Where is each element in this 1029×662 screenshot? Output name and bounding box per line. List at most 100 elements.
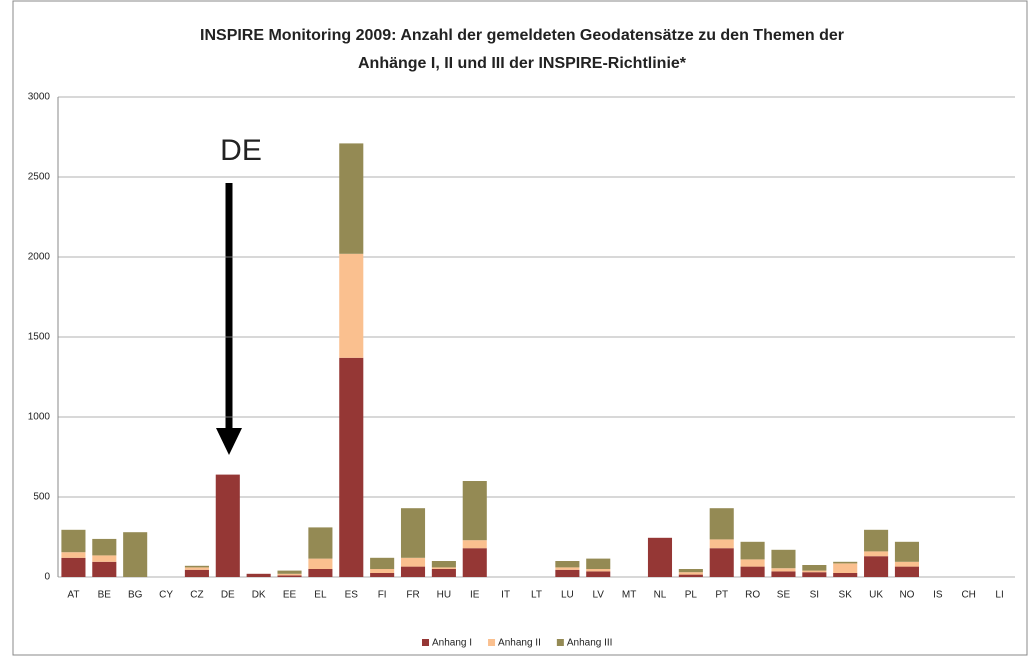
bar-segment (462, 540, 487, 549)
x-tick-label: LT (531, 590, 542, 601)
bar-segment (61, 529, 86, 553)
bar-segment (678, 572, 703, 575)
x-tick-label: CY (159, 590, 173, 601)
x-tick-label: SE (777, 590, 791, 601)
y-tick-label: 2000 (28, 252, 51, 263)
bar-segment (864, 551, 889, 557)
bar-segment (61, 552, 86, 558)
legend-swatch (422, 639, 429, 646)
bar-segment (864, 529, 889, 552)
x-tick-label: NL (654, 590, 667, 601)
bar-segment (771, 571, 796, 577)
bar-segment (709, 508, 734, 540)
bar-segment (462, 548, 487, 577)
bar-segment (400, 508, 426, 558)
bar-segment (740, 566, 765, 577)
bar-segment (586, 571, 611, 577)
bar-segment (339, 253, 364, 358)
bar-segment (184, 567, 209, 570)
bar-segment (864, 556, 889, 577)
x-tick-label: LU (561, 590, 574, 601)
x-tick-label: EL (314, 590, 327, 601)
legend-swatch (488, 639, 496, 646)
x-tick-label: HU (437, 590, 451, 601)
x-tick-label: BE (98, 590, 112, 601)
bar-segment (431, 567, 456, 569)
legend-label: Anhang I (432, 638, 472, 649)
bar-segment (92, 561, 117, 577)
annotation: DE (220, 134, 262, 167)
y-tick-label: 500 (33, 492, 50, 503)
y-tick-label: 1500 (28, 332, 51, 343)
y-tick-label: 1000 (28, 412, 51, 423)
legend-label: Anhang II (498, 638, 541, 649)
bar-segment (92, 538, 117, 556)
bar-segment (555, 569, 580, 577)
bar-segment (647, 537, 673, 577)
bar-segment (771, 549, 796, 569)
chart-border (12, 0, 1028, 656)
bar-segment (246, 573, 271, 577)
chart-title: INSPIRE Monitoring 2009: Anzahl der geme… (200, 27, 844, 44)
x-tick-label: PL (685, 590, 698, 601)
bar-segment (370, 573, 395, 577)
bar-segment (308, 569, 333, 577)
bar-segment (339, 357, 364, 577)
x-tick-label: NO (899, 590, 914, 601)
y-tick-label: 0 (44, 572, 50, 583)
bar-segment (802, 570, 827, 573)
bar-segment (802, 572, 827, 577)
x-tick-label: LI (995, 590, 1003, 601)
bar-segment (462, 481, 487, 541)
bar-segment (709, 548, 734, 577)
bar-segment (92, 555, 117, 562)
bar-segment (894, 541, 919, 562)
bar-segment (370, 569, 395, 573)
x-tick-label: SK (839, 590, 853, 601)
bar-segment (740, 559, 765, 567)
bar-segment (833, 561, 858, 564)
bar-segment (277, 573, 302, 576)
x-tick-label: RO (745, 590, 760, 601)
bar-segment (61, 557, 86, 577)
bar-segment (184, 565, 209, 568)
bar-segment (400, 566, 426, 577)
bar-segment (308, 527, 333, 559)
x-tick-label: PT (715, 590, 728, 601)
y-tick-label: 2500 (28, 172, 51, 183)
bar-segment (215, 474, 240, 577)
bar-segment (123, 532, 148, 577)
x-tick-label: DE (221, 590, 235, 601)
y-tick-label: 3000 (28, 92, 51, 103)
bar-segment (894, 561, 919, 567)
legend-label: Anhang III (567, 638, 613, 649)
bar-segment (709, 539, 734, 549)
bar-segment (802, 565, 827, 571)
bar-segment (586, 558, 611, 569)
bar-segment (678, 574, 703, 577)
x-tick-label: CZ (190, 590, 203, 601)
bar-segment (894, 566, 919, 577)
x-tick-label: CH (961, 590, 975, 601)
bar-segment (833, 563, 858, 573)
x-tick-label: ES (345, 590, 359, 601)
x-tick-label: AT (67, 590, 79, 601)
bar-segment (308, 558, 333, 569)
chart-title: Anhänge I, II und III der INSPIRE-Richtl… (358, 55, 687, 72)
bar-segment (586, 569, 611, 572)
bar-segment (431, 561, 456, 568)
bar-segment (555, 561, 580, 568)
bar-segment (740, 541, 765, 560)
bar-segment (277, 575, 302, 577)
bar-segment (555, 567, 580, 570)
arrow-head (216, 428, 242, 455)
x-tick-label: IT (501, 590, 510, 601)
x-tick-label: UK (869, 590, 883, 601)
bar-segment (184, 569, 209, 577)
bar-segment (277, 570, 302, 574)
bar-segment (771, 568, 796, 572)
x-tick-label: DK (252, 590, 266, 601)
bar-segment (678, 569, 703, 573)
